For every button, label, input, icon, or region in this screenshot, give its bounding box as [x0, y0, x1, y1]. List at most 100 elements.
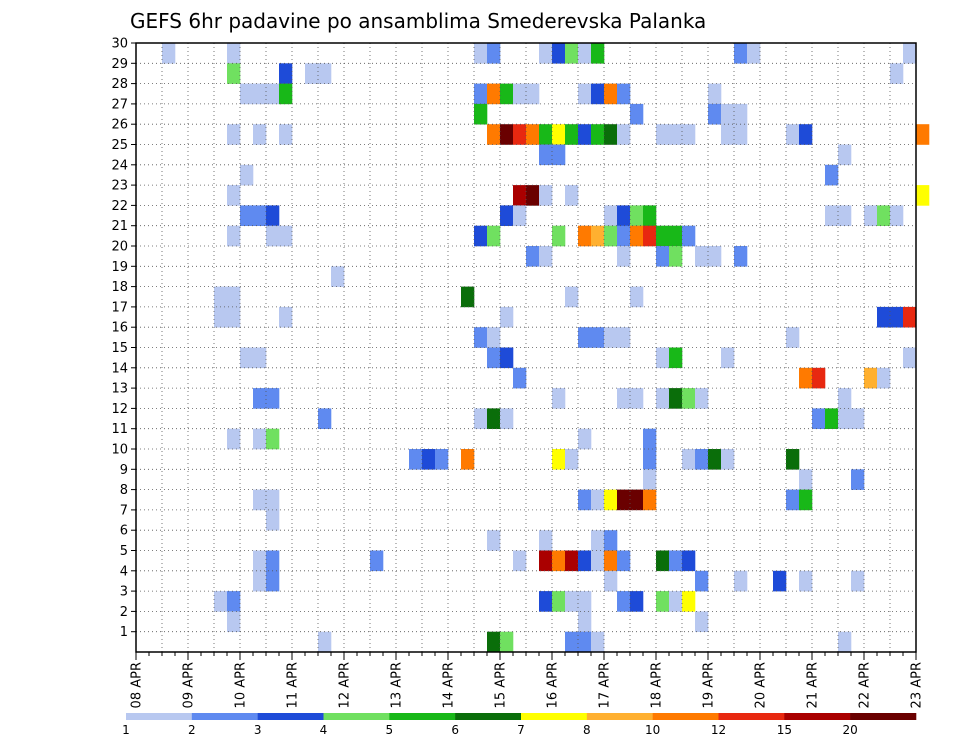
heatmap-cell: [500, 306, 514, 328]
colorbar-segment: [521, 713, 588, 720]
heatmap-cell: [578, 489, 592, 511]
y-tick-label: 18: [111, 280, 128, 295]
heatmap-cell: [253, 388, 267, 409]
heatmap-cell: [214, 591, 228, 612]
heatmap-cell: [578, 225, 592, 247]
heatmap-cell: [656, 246, 670, 267]
heatmap-cell: [604, 205, 618, 226]
heatmap-cell: [786, 489, 800, 511]
heatmap-cell: [253, 428, 267, 450]
heatmap-cell: [838, 205, 852, 226]
heatmap-cell: [227, 63, 241, 84]
heatmap-cell: [318, 631, 332, 653]
heatmap-cell: [331, 266, 345, 287]
heatmap-cell: [526, 246, 540, 267]
heatmap-cell: [539, 124, 553, 145]
y-tick-label: 24: [111, 158, 128, 173]
heatmap-cell: [877, 367, 891, 389]
heatmap-cell: [487, 530, 501, 551]
x-tick-label: 15 APR: [494, 662, 509, 708]
heatmap-cell: [591, 124, 605, 145]
heatmap-cell: [903, 43, 917, 64]
y-tick-label: 11: [111, 422, 128, 437]
heatmap-cell: [539, 185, 553, 206]
y-tick-label: 8: [120, 483, 128, 498]
x-tick-label: 14 APR: [442, 662, 457, 708]
heatmap-cell: [500, 205, 514, 226]
heatmap-cell: [266, 489, 280, 511]
heatmap-cell: [721, 347, 735, 369]
x-tick-label: 08 APR: [130, 662, 145, 708]
heatmap-cell: [318, 408, 332, 429]
x-tick-label: 13 APR: [390, 662, 405, 708]
x-tick-label: 16 APR: [546, 662, 561, 708]
heatmap-cell: [656, 591, 670, 612]
heatmap-cell: [786, 124, 800, 145]
x-tick-label: 10 APR: [234, 662, 249, 708]
heatmap-cell: [669, 388, 683, 409]
heatmap-cell: [266, 225, 280, 247]
heatmap-cell: [513, 124, 527, 145]
heatmap-cell: [552, 225, 566, 247]
heatmap-cell: [266, 428, 280, 450]
heatmap-cell: [721, 124, 735, 145]
colorbar-segment: [323, 713, 390, 720]
y-tick-label: 26: [111, 118, 128, 133]
heatmap-cell: [643, 469, 657, 490]
x-tick-label: 12 APR: [338, 662, 353, 708]
heatmap-cell: [487, 408, 501, 429]
heatmap-cell: [526, 83, 540, 105]
grid-lines: [136, 43, 916, 652]
heatmap-cell: [578, 550, 592, 572]
heatmap-cell: [253, 489, 267, 511]
y-tick-label: 3: [120, 585, 128, 600]
heatmap-cell: [604, 124, 618, 145]
heatmap-cell: [591, 631, 605, 653]
heatmap-cell: [500, 124, 514, 145]
heatmap-cell: [487, 124, 501, 145]
heatmap-cell: [578, 327, 592, 348]
heatmap-cell: [916, 185, 930, 206]
heatmap-cell: [487, 631, 501, 653]
heatmap-cell: [500, 347, 514, 369]
heatmap-cell: [617, 550, 631, 572]
heatmap-cell: [539, 43, 553, 64]
heatmap-cell: [851, 408, 865, 429]
y-tick-label: 5: [120, 544, 128, 559]
heatmap-cell: [630, 591, 644, 612]
heatmap-cell: [487, 83, 501, 105]
chart-title: GEFS 6hr padavine po ansamblima Smederev…: [130, 9, 706, 33]
heatmap-cell: [565, 631, 579, 653]
heatmap-cell: [903, 306, 917, 328]
heatmap-cell: [734, 124, 748, 145]
heatmap-cell: [604, 550, 618, 572]
heatmap-cell: [786, 327, 800, 348]
heatmap-cell: [526, 124, 540, 145]
heatmap-cell: [825, 408, 839, 429]
heatmap-cell: [890, 205, 904, 226]
y-tick-label: 4: [120, 564, 128, 579]
y-tick-label: 30: [111, 37, 128, 52]
heatmap-cell: [617, 83, 631, 105]
heatmap-cell: [734, 43, 748, 64]
x-tick-label: 21 APR: [806, 662, 821, 708]
heatmap-cell: [500, 83, 514, 105]
heatmap-cell: [591, 530, 605, 551]
heatmap-cell: [435, 449, 449, 470]
colorbar-label: 8: [583, 723, 591, 737]
heatmap-cell: [591, 489, 605, 511]
heatmap-cell: [227, 43, 241, 64]
heatmap-cell: [578, 591, 592, 612]
heatmap-cell: [409, 449, 423, 470]
y-tick-label: 22: [111, 199, 128, 214]
heatmap-cell: [487, 327, 501, 348]
heatmap-cell: [604, 570, 618, 592]
heatmap-cell: [253, 205, 267, 226]
heatmap-cell: [890, 63, 904, 84]
colorbar-label: 10: [645, 723, 660, 737]
heatmap-cell: [279, 306, 293, 328]
heatmap-cell: [279, 63, 293, 84]
colorbar-segment: [586, 713, 653, 720]
heatmap-cell: [266, 570, 280, 592]
heatmap-cell: [552, 43, 566, 64]
